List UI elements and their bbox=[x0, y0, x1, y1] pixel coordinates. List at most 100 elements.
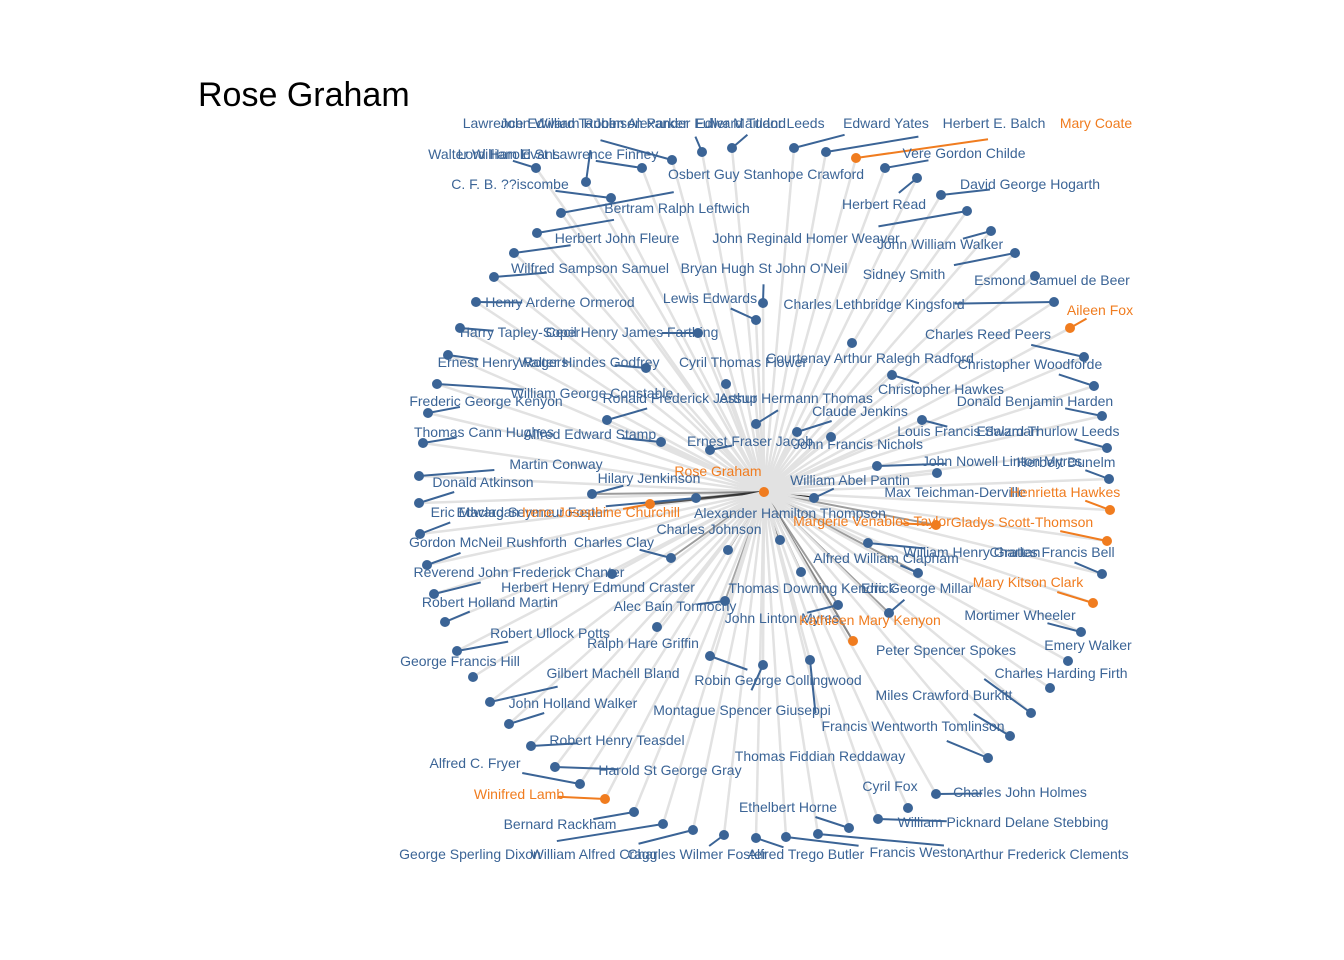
node-wilfred-sampson-samuel[interactable] bbox=[489, 272, 499, 282]
node-charles-johnson[interactable] bbox=[723, 545, 733, 555]
node-charles-wilmer-foster[interactable] bbox=[719, 830, 729, 840]
node-robert-holland-martin[interactable] bbox=[440, 617, 450, 627]
node-arthur-hermann-thomas[interactable] bbox=[751, 419, 761, 429]
node-william-picknard-delane-stebbing[interactable] bbox=[873, 814, 883, 824]
node-ernest-fraser-jacob[interactable] bbox=[705, 445, 715, 455]
node-sidney-smith[interactable] bbox=[1010, 248, 1020, 258]
node-alfred-edward-stamp[interactable] bbox=[656, 437, 666, 447]
node-thomas-fiddian-reddaway[interactable] bbox=[805, 655, 815, 665]
node-lawrence-edward-tanner[interactable] bbox=[667, 155, 677, 165]
node-john-francis-nichols[interactable] bbox=[826, 432, 836, 442]
node-alfred-trego-butler[interactable] bbox=[751, 833, 761, 843]
node-thomas-cann-hughes[interactable] bbox=[418, 438, 428, 448]
node-irene-josephine-churchill[interactable] bbox=[645, 499, 655, 509]
node-william-alfred-cragg[interactable] bbox=[688, 825, 698, 835]
node-edward-thurlow-leeds[interactable] bbox=[1102, 443, 1112, 453]
node-montague-spencer-giuseppi[interactable] bbox=[758, 660, 768, 670]
node-eric-george-millar[interactable] bbox=[884, 608, 894, 618]
node-alfred-c-fryer[interactable] bbox=[575, 779, 585, 789]
node-thomas-downing-kendrick[interactable] bbox=[796, 567, 806, 577]
node-mary-kitson-clark[interactable] bbox=[1088, 598, 1098, 608]
node-margerie-venables-taylor[interactable] bbox=[931, 520, 941, 530]
node-christopher-woodforde[interactable] bbox=[1089, 381, 1099, 391]
node-william-abel-pantin[interactable] bbox=[809, 493, 819, 503]
node-william-henry-grattan[interactable] bbox=[863, 538, 873, 548]
node-arthur-frederick-clements[interactable] bbox=[813, 829, 823, 839]
node-osbert-guy-stanhope-crawford[interactable] bbox=[556, 208, 566, 218]
node-john-holland-walker[interactable] bbox=[504, 719, 514, 729]
node-peter-spencer-spokes[interactable] bbox=[1026, 708, 1036, 718]
node-charles-harding-firth[interactable] bbox=[1045, 683, 1055, 693]
node-mary-coate[interactable] bbox=[851, 153, 861, 163]
node-martin-conway[interactable] bbox=[414, 471, 424, 481]
node-ethelbert-horne[interactable] bbox=[844, 823, 854, 833]
node-john-william-walker[interactable] bbox=[986, 226, 996, 236]
node-henrietta-hawkes[interactable] bbox=[1105, 505, 1115, 515]
node-henry-arderne-ormerod[interactable] bbox=[471, 297, 481, 307]
node-herbert-read[interactable] bbox=[912, 173, 922, 183]
node-john-alexander-fuller-maitland[interactable] bbox=[697, 147, 707, 157]
node-reverend-john-frederick-chanter[interactable] bbox=[429, 589, 439, 599]
node-david-george-hogarth[interactable] bbox=[936, 190, 946, 200]
node-harry-tapley-soper[interactable] bbox=[455, 323, 465, 333]
node-gladys-scott-thomson[interactable] bbox=[1102, 536, 1112, 546]
node-gilbert-machell-bland[interactable] bbox=[485, 697, 495, 707]
node-charles-lethbridge-kingsford[interactable] bbox=[1049, 297, 1059, 307]
node-william-george-constable[interactable] bbox=[432, 379, 442, 389]
node-francis-weston[interactable] bbox=[781, 832, 791, 842]
node-ernest-henry-rogers[interactable] bbox=[443, 350, 453, 360]
node-harold-st-george-gray[interactable] bbox=[550, 762, 560, 772]
node-bernard-rackham[interactable] bbox=[629, 807, 639, 817]
node-lewis-edwards[interactable] bbox=[751, 315, 761, 325]
node-francis-wentworth-tomlinson[interactable] bbox=[983, 753, 993, 763]
node-alfred-william-clapham[interactable] bbox=[913, 568, 923, 578]
node-c-f-b-iscombe[interactable] bbox=[606, 193, 616, 203]
node-vere-gordon-childe[interactable] bbox=[880, 163, 890, 173]
node-courtenay-arthur-ralegh-radford[interactable] bbox=[847, 338, 857, 348]
node-edward-seymour-foster[interactable] bbox=[691, 493, 701, 503]
node-john-linton-myres[interactable] bbox=[833, 600, 843, 610]
node-george-sperling-dixon[interactable] bbox=[658, 819, 668, 829]
node-hilary-jenkinson[interactable] bbox=[587, 489, 597, 499]
node-charles-clay[interactable] bbox=[666, 553, 676, 563]
node-edward-yates[interactable] bbox=[789, 143, 799, 153]
node-max-teichman-derville[interactable] bbox=[932, 468, 942, 478]
node-john-nowell-linton-myres[interactable] bbox=[872, 461, 882, 471]
node-cecil-henry-james-farthing[interactable] bbox=[693, 328, 703, 338]
node-donald-atkinson[interactable] bbox=[414, 498, 424, 508]
node-alexander-hamilton-thompson[interactable] bbox=[775, 535, 785, 545]
node-louis-francis-salzman[interactable] bbox=[917, 415, 927, 425]
node-emery-walker[interactable] bbox=[1063, 656, 1073, 666]
node-rose-graham[interactable] bbox=[759, 487, 769, 497]
node-mortimer-wheeler[interactable] bbox=[1076, 627, 1086, 637]
node-donald-benjamin-harden[interactable] bbox=[1097, 411, 1107, 421]
node-herbert-dunelm[interactable] bbox=[1104, 474, 1114, 484]
node-miles-crawford-burkitt[interactable] bbox=[1005, 731, 1015, 741]
node-george-francis-hill[interactable] bbox=[468, 672, 478, 682]
node-charles-john-holmes[interactable] bbox=[931, 789, 941, 799]
node-ronald-frederick-jessup[interactable] bbox=[602, 415, 612, 425]
node-cyril-fox[interactable] bbox=[903, 803, 913, 813]
node-claude-jenkins[interactable] bbox=[792, 427, 802, 437]
node-robert-henry-teasdel[interactable] bbox=[526, 741, 536, 751]
node-kathleen-mary-kenyon[interactable] bbox=[848, 636, 858, 646]
node-christopher-hawkes[interactable] bbox=[887, 370, 897, 380]
node-walter-hindes-godfrey[interactable] bbox=[641, 363, 651, 373]
node-edward-tudor-leeds[interactable] bbox=[727, 143, 737, 153]
node-winifred-lamb[interactable] bbox=[600, 794, 610, 804]
node-lord-harold-st-lawrence-finney[interactable] bbox=[637, 163, 647, 173]
node-charles-francis-bell[interactable] bbox=[1097, 569, 1107, 579]
node-herbert-e-balch[interactable] bbox=[821, 147, 831, 157]
node-walter-william-evans[interactable] bbox=[531, 163, 541, 173]
node-herbert-john-fleure[interactable] bbox=[509, 248, 519, 258]
node-frederic-george-kenyon[interactable] bbox=[423, 408, 433, 418]
node-cyril-thomas-flower[interactable] bbox=[721, 379, 731, 389]
node-esmond-samuel-de-beer[interactable] bbox=[1030, 271, 1040, 281]
node-bryan-hugh-st-john-o-neil[interactable] bbox=[758, 298, 768, 308]
node-eric-maclagan[interactable] bbox=[415, 529, 425, 539]
node-aileen-fox[interactable] bbox=[1065, 323, 1075, 333]
node-john-reginald-homer-weaver[interactable] bbox=[962, 206, 972, 216]
node-john-william-robinson-parker[interactable] bbox=[581, 177, 591, 187]
node-charles-reed-peers[interactable] bbox=[1079, 352, 1089, 362]
node-robin-george-collingwood[interactable] bbox=[705, 651, 715, 661]
